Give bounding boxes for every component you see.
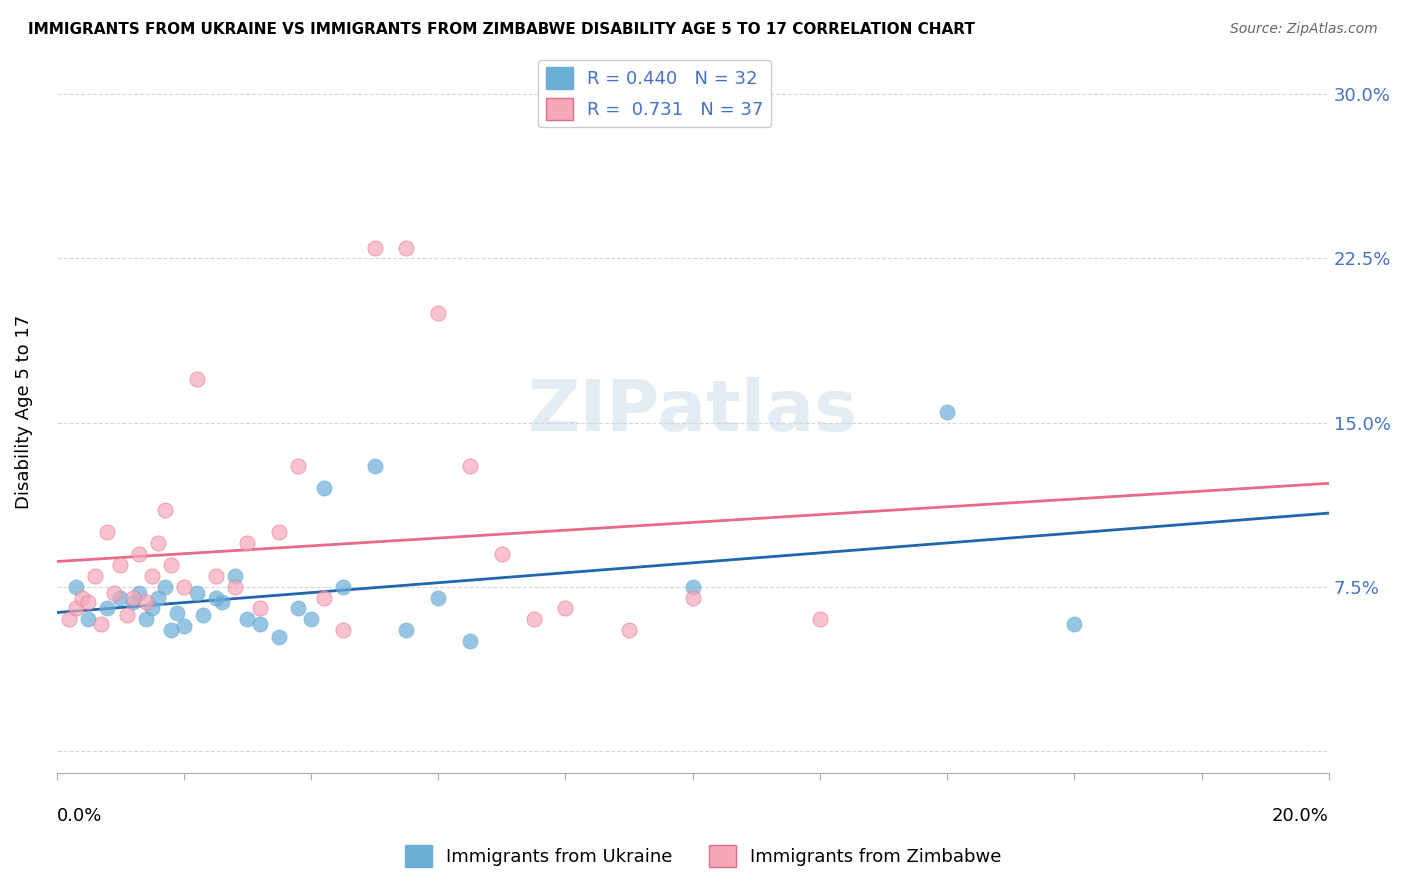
Point (65, 601, 87, 615)
Point (122, 595, 145, 609)
Point (77, 595, 100, 609)
Point (115, 607, 138, 622)
Point (363, 459, 385, 474)
Point (204, 591, 226, 605)
Point (332, 580, 354, 594)
Point (332, 624, 354, 638)
Point (312, 481, 335, 495)
Point (204, 568, 226, 582)
Point (211, 595, 233, 609)
Point (166, 606, 188, 620)
Legend: Immigrants from Ukraine, Immigrants from Zimbabwe: Immigrants from Ukraine, Immigrants from… (398, 838, 1008, 874)
Point (287, 601, 309, 615)
Point (135, 612, 157, 626)
Point (458, 634, 481, 648)
Point (141, 601, 163, 615)
Point (128, 586, 150, 600)
Point (808, 612, 831, 626)
Point (523, 612, 546, 626)
Point (96, 524, 118, 539)
Point (224, 568, 246, 582)
Point (110, 558, 132, 572)
Point (395, 624, 418, 638)
Y-axis label: Disability Age 5 to 17: Disability Age 5 to 17 (15, 315, 32, 508)
Text: ZIPatlas: ZIPatlas (527, 377, 858, 446)
Point (249, 616, 271, 631)
Legend: R = 0.440   N = 32, R =  0.731   N = 37: R = 0.440 N = 32, R = 0.731 N = 37 (538, 60, 770, 128)
Point (173, 580, 195, 594)
Point (186, 586, 208, 600)
Point (153, 503, 176, 517)
Point (682, 591, 704, 605)
Point (236, 612, 259, 626)
Point (617, 624, 640, 638)
Point (58, 612, 80, 626)
Point (363, 241, 385, 255)
Point (141, 568, 163, 582)
Point (299, 612, 322, 626)
Point (128, 547, 150, 561)
Point (427, 591, 450, 605)
Text: Source: ZipAtlas.com: Source: ZipAtlas.com (1230, 22, 1378, 37)
Point (110, 591, 132, 605)
Point (249, 601, 271, 615)
Point (70, 591, 93, 605)
Point (682, 580, 704, 594)
Text: 0.0%: 0.0% (56, 807, 103, 825)
Point (173, 619, 195, 633)
Point (427, 306, 450, 320)
Point (236, 536, 259, 550)
Point (122, 591, 145, 605)
Point (135, 595, 157, 609)
Point (395, 241, 418, 255)
Point (312, 591, 335, 605)
Point (1063, 616, 1085, 631)
Point (77, 612, 100, 626)
Text: IMMIGRANTS FROM UKRAINE VS IMMIGRANTS FROM ZIMBABWE DISABILITY AGE 5 TO 17 CORRE: IMMIGRANTS FROM UKRAINE VS IMMIGRANTS FR… (28, 22, 974, 37)
Point (153, 580, 176, 594)
Point (160, 558, 183, 572)
Point (269, 524, 291, 539)
Point (65, 580, 87, 594)
Point (96, 601, 118, 615)
Point (191, 607, 214, 622)
Point (458, 459, 481, 474)
Text: 20.0%: 20.0% (1272, 807, 1329, 825)
Point (287, 459, 309, 474)
Point (83, 568, 105, 582)
Point (90, 616, 112, 631)
Point (186, 372, 208, 386)
Point (148, 536, 170, 550)
Point (160, 624, 183, 638)
Point (936, 404, 959, 418)
Point (103, 586, 125, 600)
Point (269, 630, 291, 644)
Point (491, 547, 513, 561)
Point (148, 591, 170, 605)
Point (554, 601, 576, 615)
Point (224, 580, 246, 594)
